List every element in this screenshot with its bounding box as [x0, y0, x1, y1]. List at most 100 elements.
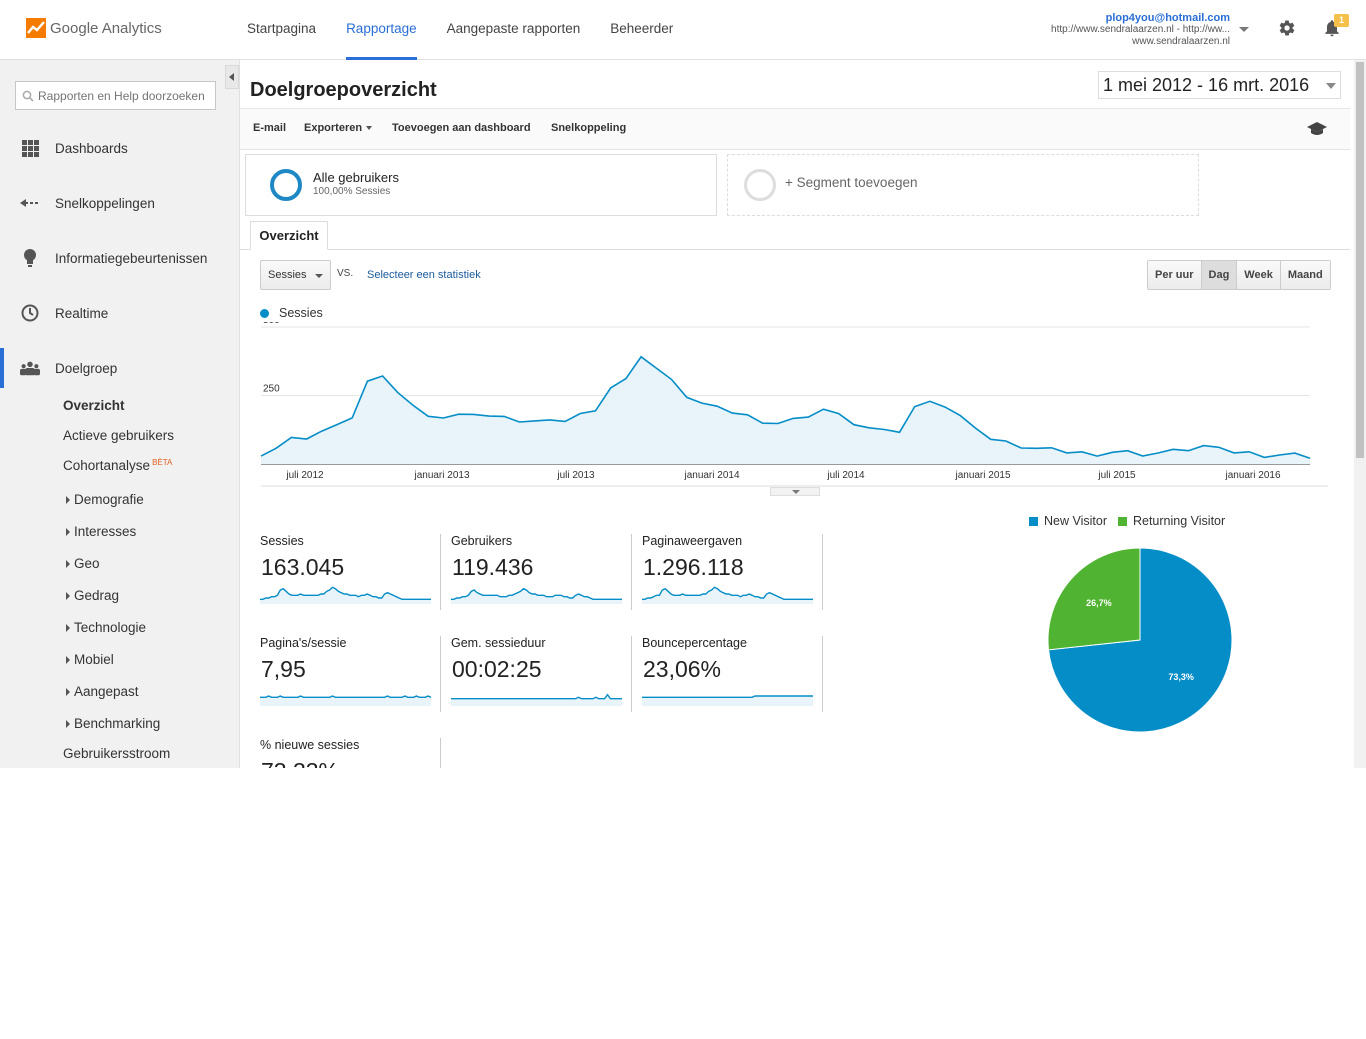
segment-all-users[interactable]: Alle gebruikers 100,00% Sessies	[245, 154, 717, 216]
divider	[440, 738, 441, 768]
sidebar-item-dashboards[interactable]: Dashboards	[0, 128, 239, 168]
account-property: http://www.sendralaarzen.nl - http://ww.…	[1051, 24, 1230, 35]
add-to-dashboard-button[interactable]: Toevoegen aan dashboard	[392, 122, 531, 134]
export-button[interactable]: Exporteren	[304, 122, 373, 134]
search-input[interactable]	[38, 88, 213, 103]
nav-rapportage[interactable]: Rapportage	[346, 0, 417, 60]
email-button[interactable]: E-mail	[253, 122, 287, 134]
subnav-actieve-gebruikers[interactable]: Actieve gebruikers	[63, 428, 175, 443]
metric-value: 1.296.118	[643, 554, 744, 580]
subnav-aangepast[interactable]: Aangepast	[66, 684, 139, 699]
sidebar-item-informatiegebeurtenissen[interactable]: Informatiegebeurtenissen	[0, 238, 239, 278]
subnav-geo[interactable]: Geo	[66, 556, 100, 571]
nav-beheerder[interactable]: Beheerder	[610, 21, 674, 36]
sparkline-area	[642, 587, 813, 604]
metric-avg-session-duration[interactable]: Gem. sessieduur 00:02:25	[451, 636, 632, 712]
education-cap-icon[interactable]	[1307, 121, 1327, 137]
granularity-week[interactable]: Week	[1237, 261, 1281, 289]
divider	[822, 636, 823, 712]
y-tick-label: 250	[263, 384, 280, 395]
metric-users[interactable]: Gebruikers 119.436	[451, 534, 632, 610]
subnav-gedrag[interactable]: Gedrag	[66, 588, 119, 603]
chevron-down-icon	[1326, 83, 1336, 89]
metric-label: Paginaweergaven	[642, 534, 743, 548]
brand-logo[interactable]: Google Analytics	[26, 18, 162, 38]
subnav-demografie[interactable]: Demografie	[66, 492, 144, 507]
sparkline	[451, 587, 622, 604]
granularity-toggle: Per uur Dag Week Maand	[1147, 260, 1331, 290]
sidebar-item-doelgroep[interactable]: Doelgroep	[0, 348, 239, 388]
legend-item-returning-visitor[interactable]: Returning Visitor	[1117, 514, 1225, 528]
date-range-picker[interactable]: 1 mei 2012 - 16 mrt. 2016	[1098, 71, 1341, 99]
metric-label: Sessies	[260, 534, 304, 548]
account-view: www.sendralaarzen.nl	[1132, 36, 1230, 47]
metric-pageviews[interactable]: Paginaweergaven 1.296.118	[642, 534, 823, 610]
legend-swatch	[1029, 516, 1038, 526]
page-scrollbar[interactable]	[1354, 60, 1366, 768]
x-tick-label: juli 2013	[556, 470, 595, 481]
subnav-benchmarking[interactable]: Benchmarking	[66, 716, 160, 731]
granularity-day[interactable]: Dag	[1201, 261, 1238, 289]
sparkline-line	[451, 587, 622, 600]
clock-icon	[20, 303, 40, 323]
granularity-hourly[interactable]: Per uur	[1148, 261, 1202, 289]
sidebar-item-label: Informatiegebeurtenissen	[55, 250, 208, 266]
metric-select[interactable]: Sessies	[260, 260, 331, 290]
nav-aangepaste-rapporten[interactable]: Aangepaste rapporten	[446, 21, 581, 36]
tab-overzicht[interactable]: Overzicht	[250, 221, 328, 250]
segment-empty-ring-icon	[744, 169, 776, 201]
page-title: Doelgroepoverzicht	[250, 79, 437, 101]
subnav-gebruikersstroom[interactable]: Gebruikersstroom	[63, 746, 171, 761]
sidebar: Dashboards Snelkoppelingen Informatiegeb…	[0, 60, 240, 768]
shortcut-button[interactable]: Snelkoppeling	[551, 122, 627, 134]
top-nav: Startpagina Rapportage Aangepaste rappor…	[247, 0, 703, 60]
sidebar-item-label: Realtime	[55, 305, 109, 321]
divider	[631, 636, 632, 712]
top-bar: Google Analytics Startpagina Rapportage …	[0, 0, 1366, 60]
account-dropdown-icon[interactable]	[1239, 27, 1249, 32]
sidebar-search[interactable]	[15, 81, 216, 110]
date-range-value: 1 mei 2012 - 16 mrt. 2016	[1103, 75, 1310, 95]
sidebar-item-realtime[interactable]: Realtime	[0, 293, 239, 333]
metric-new-sessions-pct[interactable]: % nieuwe sessies 73,33%	[260, 738, 441, 768]
scrollbar-thumb[interactable]	[1356, 62, 1364, 458]
subnav-overzicht[interactable]: Overzicht	[63, 398, 125, 413]
sparkline-area	[260, 587, 431, 604]
metric-label: Gem. sessieduur	[451, 636, 546, 650]
legend-swatch	[260, 308, 269, 318]
chart-expand-button[interactable]	[770, 487, 820, 496]
subnav-cohortanalyse[interactable]: Cohortanalyse BÈTA	[63, 458, 172, 473]
beta-badge: BÈTA	[152, 458, 173, 467]
select-statistic-link[interactable]: Selecteer een statistiek	[367, 269, 481, 281]
visitor-type-pie-chart: 73,3% 26,7%	[1047, 547, 1233, 733]
legend-item-new-visitor[interactable]: New Visitor	[1029, 514, 1107, 528]
subnav-mobiel[interactable]: Mobiel	[66, 652, 114, 667]
pie-data-label: 26,7%	[1086, 598, 1112, 608]
subnav-technologie[interactable]: Technologie	[66, 620, 146, 635]
add-segment-button[interactable]: + Segment toevoegen	[727, 154, 1199, 216]
x-tick-label: januari 2015	[954, 470, 1010, 481]
metric-value: 163.045	[261, 554, 345, 580]
sparkline	[260, 695, 431, 706]
subnav-interesses[interactable]: Interesses	[66, 524, 136, 539]
collapse-sidebar-button[interactable]	[225, 65, 239, 89]
metric-label: Bouncepercentage	[642, 636, 747, 650]
nav-startpagina[interactable]: Startpagina	[247, 21, 317, 36]
metric-value: 119.436	[452, 554, 534, 580]
account-selector[interactable]: plop4you@hotmail.com http://www.sendrala…	[1051, 12, 1230, 48]
export-label: Exporteren	[304, 122, 363, 134]
granularity-month[interactable]: Maand	[1280, 261, 1330, 289]
metric-bounce-rate[interactable]: Bouncepercentage 23,06%	[642, 636, 823, 712]
sidebar-item-snelkoppelingen[interactable]: Snelkoppelingen	[0, 183, 239, 223]
vs-label: VS.	[337, 268, 354, 279]
segment-name: Alle gebruikers	[313, 170, 399, 185]
pie-legend: New Visitor Returning Visitor	[1029, 514, 1236, 528]
divider	[822, 534, 823, 610]
metric-pages-per-session[interactable]: Pagina's/sessie 7,95	[260, 636, 441, 712]
lightbulb-icon	[20, 248, 40, 268]
metric-sessions[interactable]: Sessies 163.045	[260, 534, 441, 610]
sparkline	[260, 586, 431, 604]
metric-value: 00:02:25	[452, 656, 542, 682]
pie-slice-returning-visitor[interactable]	[1047, 547, 1141, 651]
gear-icon[interactable]	[1278, 19, 1296, 37]
